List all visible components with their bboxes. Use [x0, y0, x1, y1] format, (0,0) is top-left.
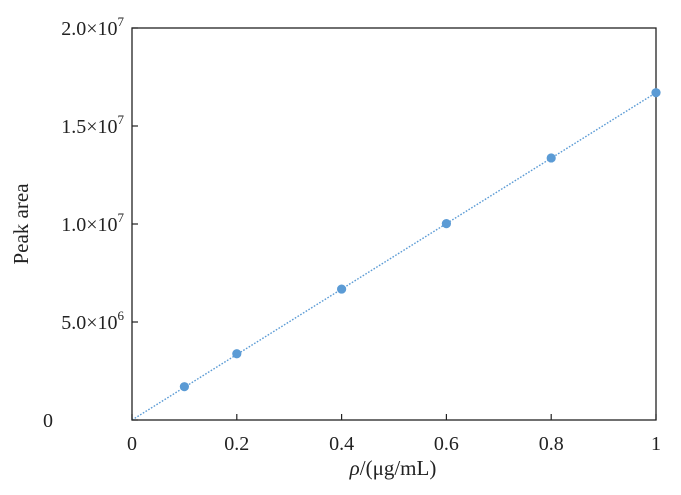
plot-frame-group — [131, 27, 657, 421]
data-point — [441, 219, 451, 229]
x-tick-label: 0 — [127, 433, 137, 455]
data-point — [232, 349, 242, 359]
y-tick-label: 0 — [43, 410, 53, 432]
data-point — [179, 382, 189, 392]
x-tick-label: 0.8 — [539, 433, 564, 455]
data-points — [179, 88, 661, 392]
data-point — [337, 284, 347, 294]
x-tick-label: 0.2 — [224, 433, 249, 455]
x-tick-label: 0.6 — [434, 433, 459, 455]
trendline-group — [131, 92, 657, 421]
y-tick-label: 5.0×106 — [61, 308, 124, 334]
x-tick-label: 0.4 — [329, 433, 354, 455]
x-tick-label: 1 — [651, 433, 661, 455]
data-point — [651, 88, 661, 98]
trendline — [131, 92, 657, 421]
x-axis-ticks: 0 0.2 0.4 0.6 0.8 1 — [127, 414, 661, 455]
plot-frame — [131, 27, 657, 421]
y-axis-ticks: 0 5.0×106 1.0×107 1.5×107 2.0×107 — [43, 14, 138, 432]
y-axis-title: Peak area — [9, 183, 33, 265]
y-tick-label: 1.5×107 — [61, 112, 124, 138]
y-tick-label: 2.0×107 — [61, 14, 124, 40]
x-axis-title: ρ/(μg/mL) — [349, 456, 437, 480]
y-tick-label: 1.0×107 — [61, 210, 124, 236]
data-point — [546, 153, 556, 163]
